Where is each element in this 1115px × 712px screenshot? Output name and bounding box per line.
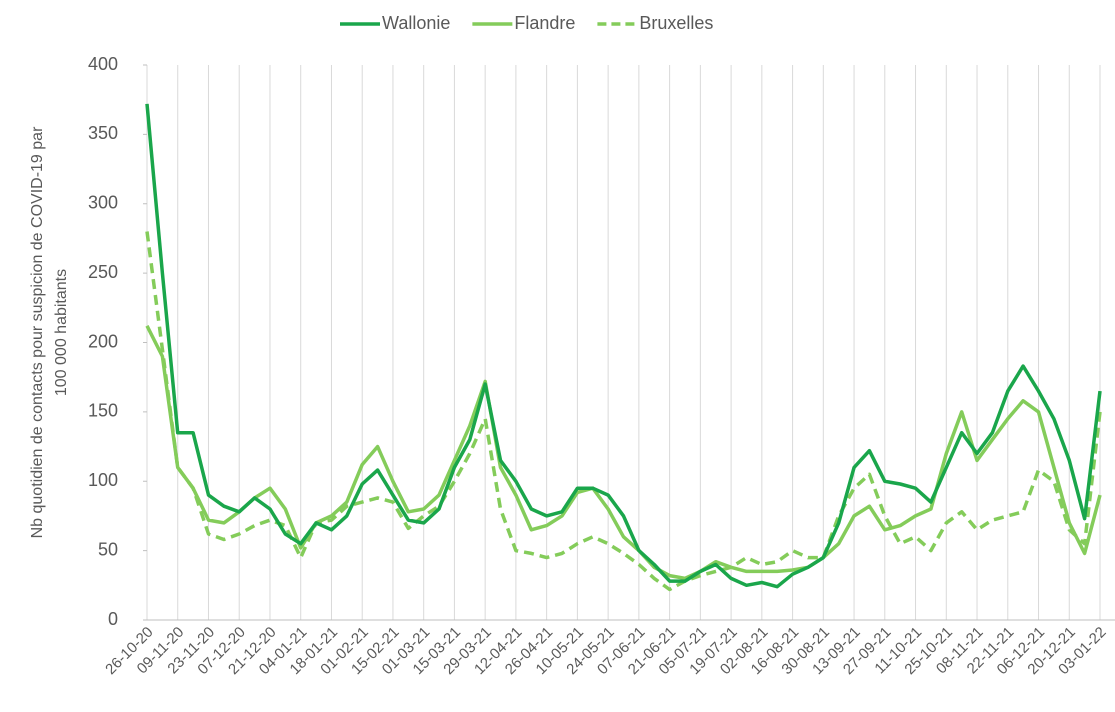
y-axis-label: 100 000 habitants bbox=[53, 269, 70, 396]
y-tick-label: 400 bbox=[88, 54, 118, 74]
series-line bbox=[145, 325, 1102, 581]
legend-label: Flandre bbox=[514, 13, 575, 33]
y-tick-label: 300 bbox=[88, 193, 118, 213]
y-tick-label: 0 bbox=[108, 609, 118, 629]
y-tick-label: 50 bbox=[98, 539, 118, 559]
y-tick-label: 250 bbox=[88, 262, 118, 282]
y-tick-label: 150 bbox=[88, 401, 118, 421]
y-tick-label: 100 bbox=[88, 470, 118, 490]
series-line bbox=[145, 231, 1102, 592]
series-line bbox=[145, 103, 1102, 589]
legend-label: Wallonie bbox=[382, 13, 450, 33]
y-axis-label: Nb quotidien de contacts pour suspicion … bbox=[29, 126, 46, 538]
y-tick-label: 350 bbox=[88, 123, 118, 143]
legend-label: Bruxelles bbox=[639, 13, 713, 33]
y-tick-label: 200 bbox=[88, 331, 118, 351]
